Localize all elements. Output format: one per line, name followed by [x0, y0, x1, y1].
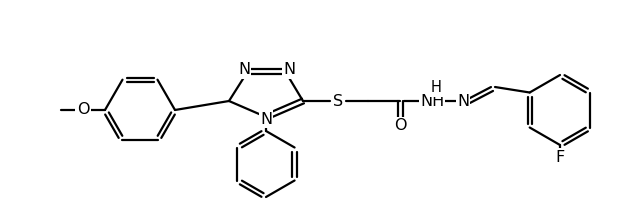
- Text: N: N: [260, 111, 272, 127]
- Text: O: O: [77, 102, 89, 118]
- Text: O: O: [394, 118, 406, 134]
- Text: NH: NH: [420, 94, 444, 108]
- Text: S: S: [333, 94, 343, 108]
- Text: N: N: [283, 62, 295, 78]
- Text: N: N: [457, 94, 469, 108]
- Text: H: H: [431, 81, 442, 95]
- Text: N: N: [238, 62, 250, 78]
- Text: F: F: [556, 150, 564, 164]
